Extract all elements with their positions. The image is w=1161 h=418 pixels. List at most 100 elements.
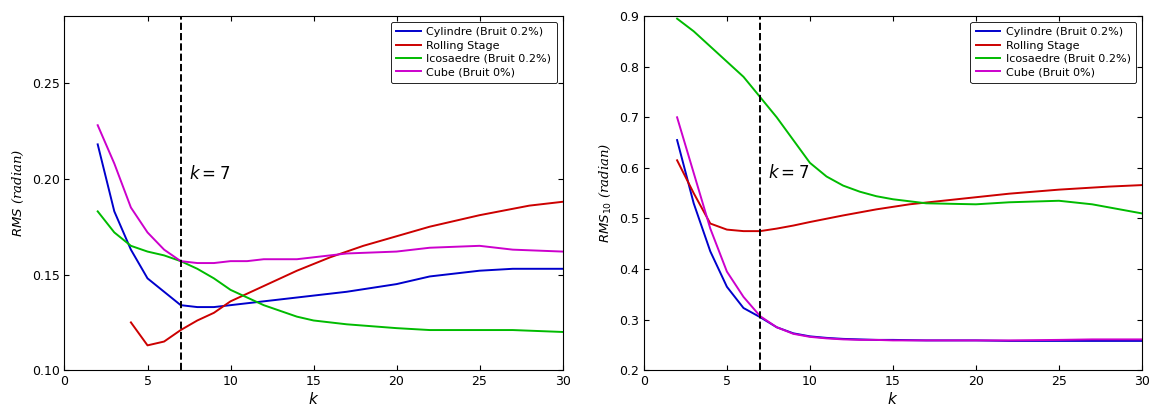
Cube (Bruit 0%): [224, 259, 238, 264]
Rolling Stage: [969, 195, 983, 200]
Cylindre (Bruit 0.2%): [207, 305, 221, 310]
Icosaedre (Bruit 0.2%): [786, 138, 800, 143]
Cube (Bruit 0%): [140, 230, 154, 235]
Rolling Stage: [522, 203, 536, 208]
Rolling Stage: [423, 224, 437, 229]
Rolling Stage: [174, 328, 188, 333]
Cube (Bruit 0%): [340, 251, 354, 256]
X-axis label: $k$: $k$: [308, 391, 319, 407]
Cylindre (Bruit 0.2%): [556, 266, 570, 271]
Rolling Stage: [290, 268, 304, 273]
Cylindre (Bruit 0.2%): [273, 297, 287, 302]
Cube (Bruit 0%): [820, 336, 834, 341]
Cube (Bruit 0%): [770, 325, 784, 330]
Cube (Bruit 0%): [969, 338, 983, 343]
Cube (Bruit 0%): [736, 294, 750, 299]
Icosaedre (Bruit 0.2%): [852, 189, 866, 194]
Cylindre (Bruit 0.2%): [340, 289, 354, 294]
Icosaedre (Bruit 0.2%): [920, 201, 933, 206]
Rolling Stage: [704, 221, 717, 226]
Cylindre (Bruit 0.2%): [257, 299, 271, 304]
Cube (Bruit 0%): [506, 247, 520, 252]
Cylindre (Bruit 0.2%): [1135, 339, 1149, 344]
Cylindre (Bruit 0.2%): [1086, 339, 1099, 344]
Cylindre (Bruit 0.2%): [157, 289, 171, 294]
Line: Cube (Bruit 0%): Cube (Bruit 0%): [677, 117, 1142, 340]
Rolling Stage: [936, 198, 950, 203]
Cube (Bruit 0%): [720, 269, 734, 274]
Cylindre (Bruit 0.2%): [704, 249, 717, 254]
Icosaedre (Bruit 0.2%): [870, 194, 884, 199]
Rolling Stage: [870, 207, 884, 212]
Icosaedre (Bruit 0.2%): [473, 328, 486, 333]
Cylindre (Bruit 0.2%): [307, 293, 320, 298]
Icosaedre (Bruit 0.2%): [224, 287, 238, 292]
Icosaedre (Bruit 0.2%): [736, 74, 750, 79]
Cube (Bruit 0%): [920, 338, 933, 343]
Rolling Stage: [556, 199, 570, 204]
Cube (Bruit 0%): [670, 115, 684, 120]
Cylindre (Bruit 0.2%): [174, 303, 188, 308]
Rolling Stage: [157, 339, 171, 344]
Cube (Bruit 0%): [157, 247, 171, 252]
Rolling Stage: [803, 219, 817, 224]
Icosaedre (Bruit 0.2%): [1002, 200, 1016, 205]
Rolling Stage: [190, 318, 204, 323]
Cylindre (Bruit 0.2%): [786, 331, 800, 336]
Rolling Stage: [753, 229, 767, 234]
Cylindre (Bruit 0.2%): [124, 247, 138, 252]
Cylindre (Bruit 0.2%): [240, 301, 254, 306]
Cylindre (Bruit 0.2%): [820, 335, 834, 340]
Cube (Bruit 0%): [174, 259, 188, 264]
Icosaedre (Bruit 0.2%): [390, 326, 404, 331]
Cube (Bruit 0%): [390, 249, 404, 254]
Icosaedre (Bruit 0.2%): [753, 94, 767, 99]
Cylindre (Bruit 0.2%): [107, 209, 121, 214]
Cube (Bruit 0%): [290, 257, 304, 262]
Icosaedre (Bruit 0.2%): [803, 161, 817, 166]
Icosaedre (Bruit 0.2%): [686, 29, 700, 34]
Cylindre (Bruit 0.2%): [870, 337, 884, 342]
Line: Cylindre (Bruit 0.2%): Cylindre (Bruit 0.2%): [677, 140, 1142, 341]
Rolling Stage: [140, 343, 154, 348]
Icosaedre (Bruit 0.2%): [1086, 202, 1099, 207]
Icosaedre (Bruit 0.2%): [556, 329, 570, 334]
Cube (Bruit 0%): [803, 334, 817, 339]
Y-axis label: $RMS$ (radian): $RMS$ (radian): [12, 149, 27, 237]
Rolling Stage: [224, 299, 238, 304]
Cylindre (Bruit 0.2%): [670, 138, 684, 143]
Text: $k = 7$: $k = 7$: [189, 165, 230, 183]
Icosaedre (Bruit 0.2%): [140, 249, 154, 254]
Cylindre (Bruit 0.2%): [920, 338, 933, 343]
Icosaedre (Bruit 0.2%): [174, 259, 188, 264]
Icosaedre (Bruit 0.2%): [307, 318, 320, 323]
Cube (Bruit 0%): [240, 259, 254, 264]
Rolling Stage: [1102, 184, 1116, 189]
Icosaedre (Bruit 0.2%): [124, 243, 138, 248]
Rolling Stage: [1002, 191, 1016, 196]
Icosaedre (Bruit 0.2%): [157, 253, 171, 258]
Line: Cylindre (Bruit 0.2%): Cylindre (Bruit 0.2%): [98, 144, 563, 307]
Rolling Stage: [902, 202, 916, 207]
Icosaedre (Bruit 0.2%): [91, 209, 104, 214]
Cylindre (Bruit 0.2%): [753, 315, 767, 320]
Icosaedre (Bruit 0.2%): [886, 197, 900, 202]
Rolling Stage: [473, 213, 486, 218]
Cylindre (Bruit 0.2%): [720, 284, 734, 289]
Cylindre (Bruit 0.2%): [1002, 339, 1016, 344]
Icosaedre (Bruit 0.2%): [704, 44, 717, 49]
Cube (Bruit 0%): [190, 260, 204, 265]
Cube (Bruit 0%): [124, 205, 138, 210]
Rolling Stage: [356, 243, 370, 248]
Cube (Bruit 0%): [1052, 337, 1066, 342]
Cube (Bruit 0%): [886, 338, 900, 343]
Rolling Stage: [124, 320, 138, 325]
Cube (Bruit 0%): [753, 314, 767, 319]
Cube (Bruit 0%): [107, 161, 121, 166]
Line: Rolling Stage: Rolling Stage: [131, 202, 563, 345]
Legend: Cylindre (Bruit 0.2%), Rolling Stage, Icosaedre (Bruit 0.2%), Cube (Bruit 0%): Cylindre (Bruit 0.2%), Rolling Stage, Ic…: [971, 22, 1137, 83]
Cylindre (Bruit 0.2%): [224, 303, 238, 308]
Cylindre (Bruit 0.2%): [91, 142, 104, 147]
Text: $k = 7$: $k = 7$: [769, 164, 809, 182]
Cube (Bruit 0%): [836, 337, 850, 342]
